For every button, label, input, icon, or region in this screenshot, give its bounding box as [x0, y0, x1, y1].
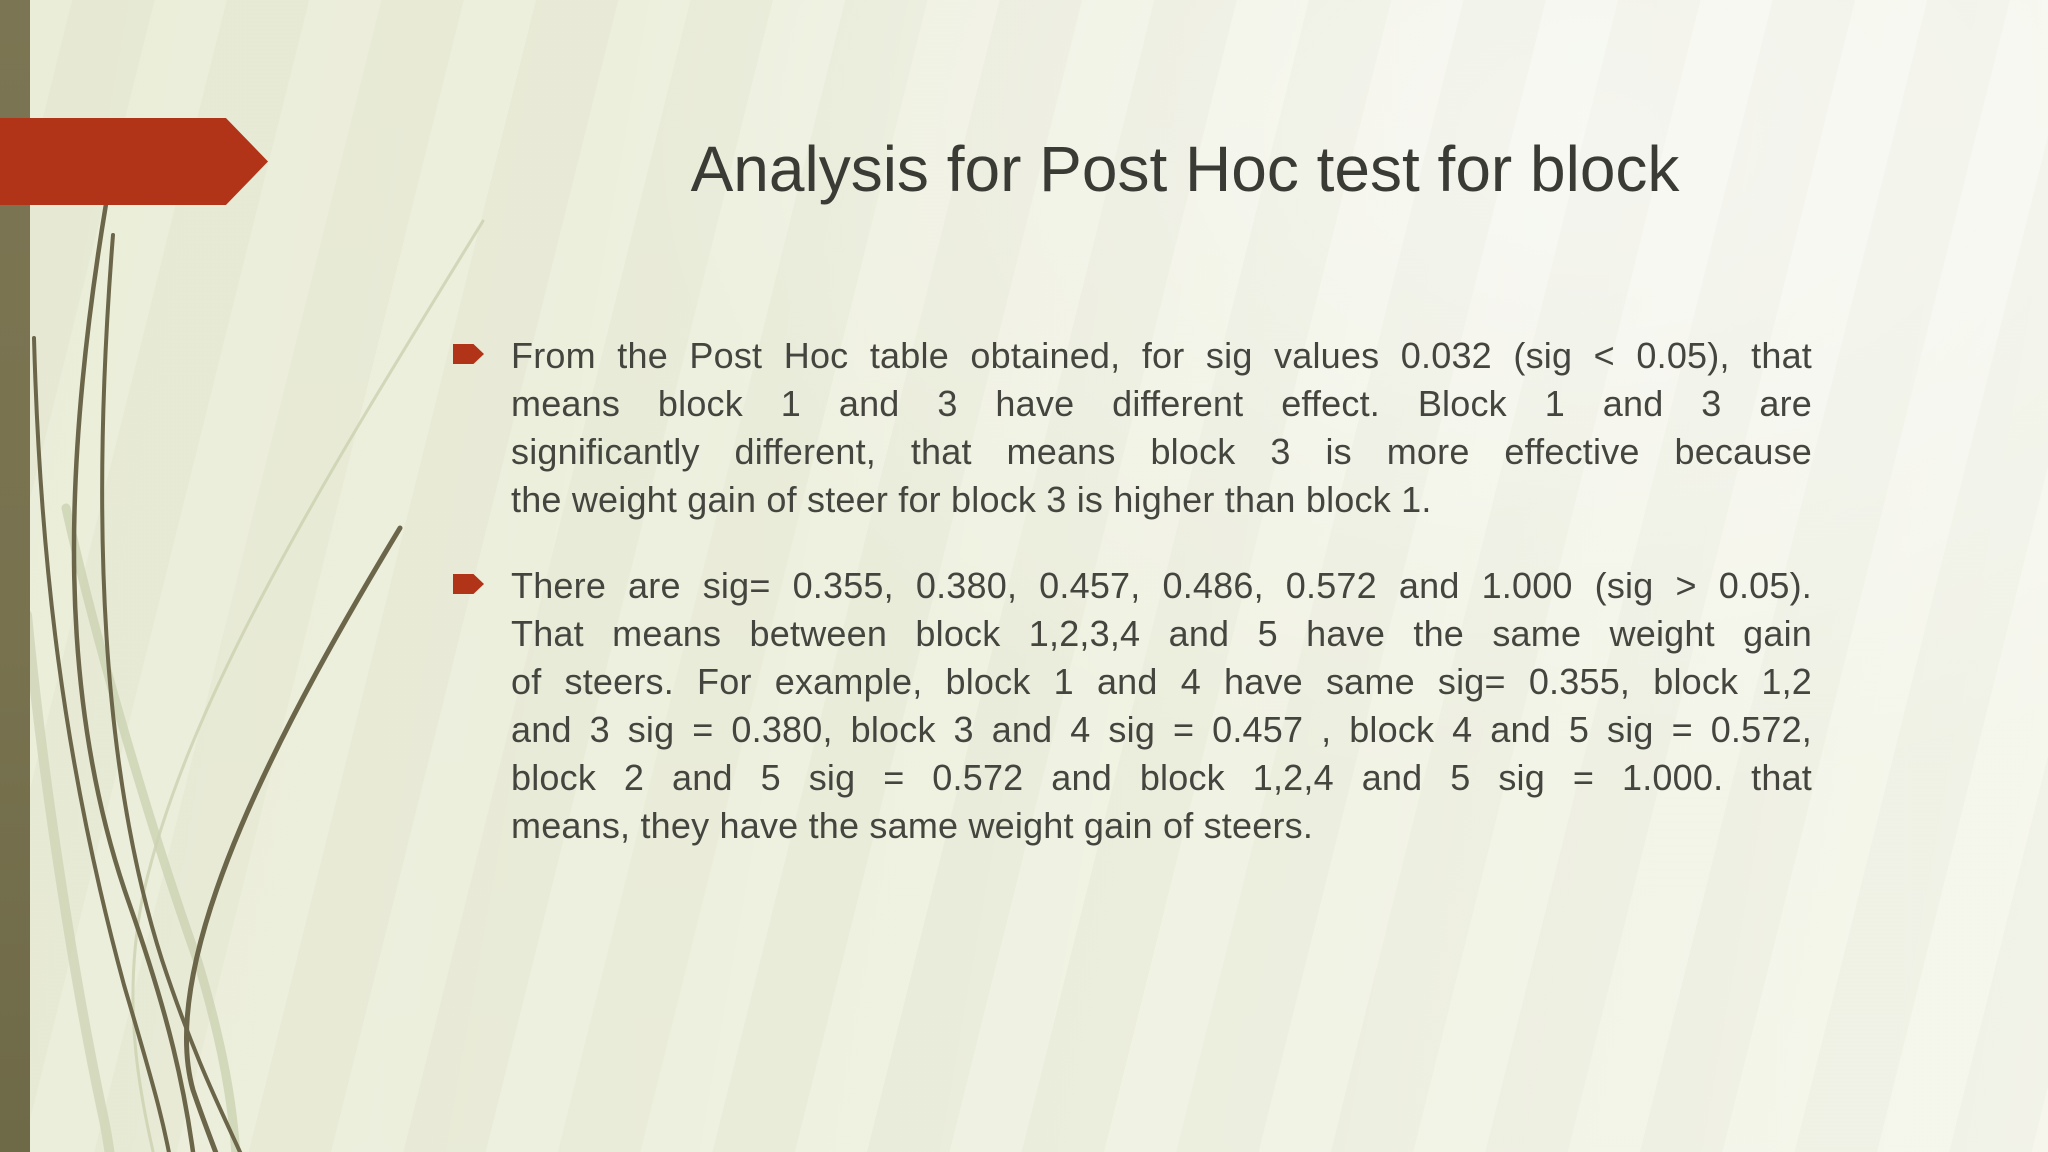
bullet-text-line: means, they have the same weight gain of… [511, 805, 1314, 846]
slide-title: Analysis for Post Hoc test for block [690, 133, 1680, 205]
bullet-text-line: block 2 and 5 sig = 0.572 and block 1,2,… [511, 757, 1812, 798]
bullet-text-line: of steers. For example, block 1 and 4 ha… [511, 661, 1812, 702]
bullet-arrow-icon [453, 344, 484, 364]
bullet-list: From the Post Hoc table obtained, for si… [450, 332, 1812, 850]
bullet-text-line: From the Post Hoc table obtained, for si… [511, 335, 1812, 376]
bullet-text-line: significantly different, that means bloc… [511, 431, 1812, 472]
bullet-arrow-icon [453, 574, 484, 594]
red-arrow-banner [0, 118, 268, 205]
bullet-item: From the Post Hoc table obtained, for si… [450, 332, 1812, 524]
bullet-text: There are sig= 0.355, 0.380, 0.457, 0.48… [511, 562, 1812, 850]
bullet-text-line: There are sig= 0.355, 0.380, 0.457, 0.48… [511, 565, 1812, 606]
bullet-text-line: and 3 sig = 0.380, block 3 and 4 sig = 0… [511, 709, 1812, 750]
grass-blades-decoration [22, 201, 485, 1152]
bullet-text: From the Post Hoc table obtained, for si… [511, 332, 1812, 524]
bullet-text-line: means block 1 and 3 have different effec… [511, 383, 1812, 424]
bullet-text-line: the weight gain of steer for block 3 is … [511, 479, 1432, 520]
bullet-text-line: That means between block 1,2,3,4 and 5 h… [511, 613, 1812, 654]
bullet-item: There are sig= 0.355, 0.380, 0.457, 0.48… [450, 562, 1812, 850]
